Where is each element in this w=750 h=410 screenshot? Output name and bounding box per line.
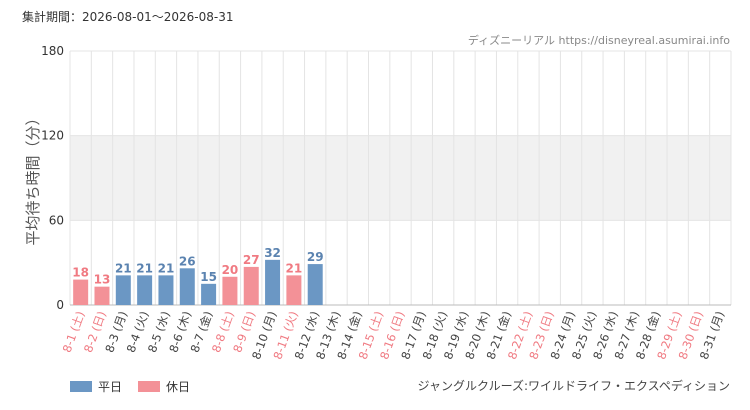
data-label: 20 (222, 263, 239, 277)
legend: 平日 休日 (70, 378, 190, 395)
y-tick-label: 0 (56, 298, 64, 312)
bar (265, 259, 281, 305)
data-label: 21 (115, 261, 132, 275)
data-label: 29 (307, 250, 324, 264)
bar (137, 275, 153, 305)
y-tick-label: 120 (41, 129, 64, 143)
bar (201, 283, 217, 305)
bar (222, 276, 238, 305)
data-label: 32 (264, 246, 281, 260)
bar (179, 268, 195, 305)
bar (158, 275, 174, 305)
legend-holiday-label: 休日 (166, 380, 191, 394)
data-label: 26 (179, 254, 196, 268)
bar (94, 286, 110, 305)
data-label: 27 (243, 253, 260, 267)
data-label: 13 (94, 273, 111, 287)
bar (286, 275, 302, 305)
bar (73, 279, 89, 305)
legend-weekday: 平日 (70, 378, 122, 395)
shaded-band (70, 135, 731, 221)
legend-weekday-swatch (70, 381, 92, 392)
legend-holiday-swatch (138, 381, 161, 392)
data-label: 21 (158, 261, 175, 275)
bar (243, 266, 259, 305)
y-tick-label: 180 (41, 44, 64, 58)
bar (115, 275, 131, 305)
period-label: 集計期間：2026-08-01～2026-08-31 (22, 10, 234, 24)
site-credit: ディズニーリアル https://disneyreal.asumirai.inf… (467, 34, 730, 47)
data-label: 18 (72, 266, 89, 280)
data-label: 21 (136, 261, 153, 275)
legend-holiday: 休日 (138, 378, 190, 395)
bar (307, 264, 323, 305)
attraction-name: ジャングルクルーズ:ワイルドライフ・エクスペディション (417, 379, 730, 393)
y-tick-label: 60 (49, 213, 64, 227)
y-axis-title: 平均待ち時間（分） (24, 110, 42, 245)
data-label: 21 (286, 261, 303, 275)
data-label: 15 (200, 270, 217, 284)
legend-weekday-label: 平日 (98, 380, 123, 394)
